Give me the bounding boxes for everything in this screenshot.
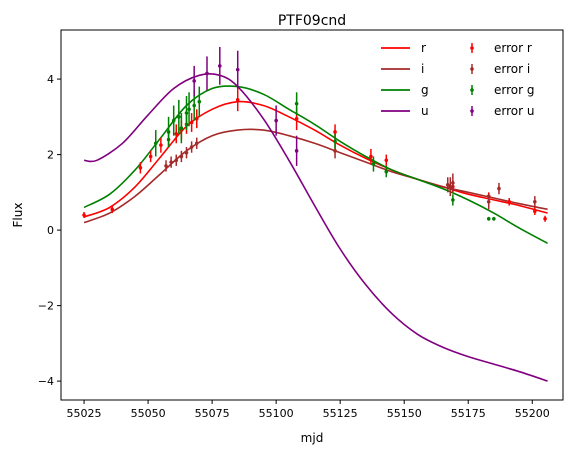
data-point (294, 116, 299, 121)
legend-label: i (421, 62, 424, 76)
data-point (333, 139, 337, 144)
data-point (166, 130, 171, 134)
data-point (184, 150, 189, 155)
plot-area (82, 46, 548, 382)
x-tick-label: 55100 (259, 407, 294, 420)
error-series-error-u (192, 46, 299, 166)
data-point (138, 166, 143, 170)
plot-frame (60, 29, 564, 401)
x-tick-label: 55050 (131, 407, 166, 420)
data-point (486, 216, 491, 221)
legend-label: error i (494, 62, 530, 76)
data-point (192, 103, 196, 108)
data-point (217, 64, 222, 68)
data-point (235, 67, 240, 72)
data-point (177, 115, 181, 119)
data-point (486, 199, 491, 204)
y-tick-label: −2 (38, 300, 54, 313)
y-tick-label: 2 (47, 149, 54, 162)
data-point (371, 162, 376, 166)
y-tick-label: 0 (47, 224, 54, 237)
x-tick-label: 55125 (323, 407, 358, 420)
error-series-error-i (164, 137, 537, 210)
x-axis-label: mjd (301, 431, 324, 445)
data-point (533, 199, 537, 204)
legend-marker (470, 46, 474, 50)
data-point (169, 160, 173, 164)
data-point (543, 216, 547, 221)
data-point (110, 207, 115, 212)
legend-label: error g (494, 83, 534, 97)
y-tick-label: 4 (47, 73, 54, 86)
legend-marker (470, 67, 474, 71)
data-point (194, 141, 199, 146)
data-point (179, 126, 184, 130)
legend-label: r (421, 41, 426, 55)
chart-title: PTF09cnd (278, 13, 346, 29)
data-point (369, 154, 373, 159)
legend-label: error u (494, 104, 534, 118)
data-point (294, 149, 299, 153)
data-point (445, 182, 450, 187)
data-point (189, 145, 194, 149)
data-point (179, 154, 184, 159)
legend-marker (470, 88, 474, 92)
data-point (194, 116, 199, 121)
data-point (333, 130, 337, 134)
data-point (174, 158, 179, 163)
x-tick-label: 55150 (387, 407, 422, 420)
data-point (384, 158, 389, 163)
data-point (294, 101, 299, 106)
data-point (274, 118, 278, 123)
data-point (82, 213, 86, 217)
data-point (451, 198, 455, 202)
data-point (235, 98, 240, 102)
data-point (187, 107, 191, 112)
data-point (164, 164, 168, 168)
x-tick-label: 55025 (67, 407, 102, 420)
data-point (159, 143, 163, 147)
y-axis-label: Flux (11, 203, 25, 228)
x-tick-label: 55075 (195, 407, 230, 420)
data-point (448, 184, 453, 189)
series-line-r (83, 100, 548, 218)
data-point (192, 79, 196, 83)
data-point (197, 99, 202, 104)
x-tick-label: 55175 (451, 407, 486, 420)
legend-label: g (421, 83, 429, 97)
data-point (205, 71, 209, 76)
series-line-g (83, 85, 548, 245)
y-tick-label: −4 (38, 375, 54, 388)
data-point (153, 141, 158, 146)
data-point (384, 169, 389, 174)
error-series-error-g (153, 86, 496, 221)
series-line-u (84, 72, 548, 382)
legend-label: u (421, 104, 429, 118)
y-axis: −4 −2 0 2 4 (38, 73, 61, 388)
x-axis: 55025 55050 55075 55100 55125 55150 55175 55200 (67, 400, 550, 420)
data-point (184, 111, 189, 115)
data-point (533, 209, 537, 214)
x-tick-label: 55200 (515, 407, 550, 420)
data-point (174, 132, 179, 136)
data-point (497, 186, 501, 191)
data-point (148, 154, 153, 159)
data-point (451, 181, 455, 185)
series-line-i (83, 128, 548, 224)
data-point (189, 120, 194, 125)
data-point (492, 216, 496, 221)
legend-marker (470, 109, 474, 113)
legend-label: error r (494, 41, 532, 55)
data-point (333, 149, 337, 153)
data-point (171, 118, 176, 123)
data-point (507, 199, 512, 204)
